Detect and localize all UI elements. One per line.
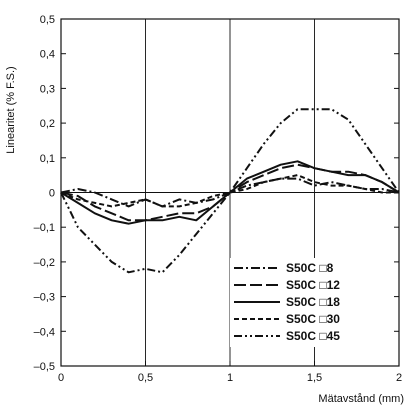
y-tick-label: –0,3 [34,292,55,304]
y-tick-label: 0,5 [40,14,55,26]
x-axis-ticks: 0 0,5 1 1,5 2 [58,361,402,384]
legend-label: S50C □18 [286,295,340,309]
series-line-s50c-30 [60,174,399,208]
x-tick-label: 0,5 [138,372,153,384]
x-tick-label: 0 [58,372,64,384]
x-tick-label: 2 [396,372,402,384]
legend-label: S50C □30 [286,312,340,326]
x-axis-label: Mätavstånd (mm) [318,393,404,405]
legend-label: S50C □12 [286,278,340,292]
legend-label: S50C □8 [286,261,334,275]
legend: S50C □8 S50C □12 S50C □18 S50C □30 S50C □45 [230,258,380,347]
series-lines [60,108,400,274]
series-line-s50c-18 [60,160,400,225]
plot-frame [60,18,400,367]
x-tick-label: 1,5 [307,372,322,384]
y-tick-label: –0,1 [34,222,55,234]
y-tick-label: –0,2 [34,257,55,269]
legend-label: S50C □45 [286,329,340,343]
y-tick-label: 0,3 [40,83,55,95]
y-tick-label: 0,1 [40,153,55,165]
series-line-s50c-45 [60,108,400,274]
y-axis-label: Linearitet (% F.S.) [5,66,17,153]
x-tick-label: 1 [227,372,233,384]
y-tick-label: 0,2 [40,118,55,130]
y-tick-label: –0,4 [34,326,55,338]
y-tick-label: –0,5 [34,361,55,373]
y-tick-label: 0,4 [40,49,55,61]
y-tick-label: 0 [49,188,55,200]
